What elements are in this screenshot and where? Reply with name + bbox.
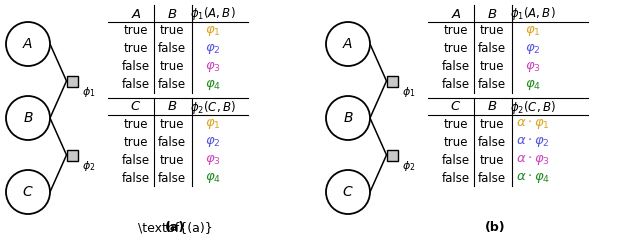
Text: true: true bbox=[480, 25, 504, 38]
Text: true: true bbox=[480, 60, 504, 73]
Text: $\phi_2(C,B)$: $\phi_2(C,B)$ bbox=[510, 98, 556, 115]
Text: $B$: $B$ bbox=[487, 101, 497, 114]
Text: false: false bbox=[442, 153, 470, 167]
Text: true: true bbox=[160, 153, 184, 167]
Text: $\varphi_4$: $\varphi_4$ bbox=[205, 78, 221, 92]
Text: true: true bbox=[160, 118, 184, 131]
Circle shape bbox=[6, 96, 50, 140]
Text: $\alpha \cdot \varphi_{4}$: $\alpha \cdot \varphi_{4}$ bbox=[516, 171, 550, 185]
Text: true: true bbox=[444, 135, 468, 148]
Text: true: true bbox=[160, 25, 184, 38]
Text: $C$: $C$ bbox=[342, 185, 354, 199]
Text: $\varphi_2$: $\varphi_2$ bbox=[205, 135, 221, 149]
Text: false: false bbox=[122, 79, 150, 92]
Text: $C$: $C$ bbox=[131, 101, 141, 114]
Text: true: true bbox=[124, 42, 148, 55]
Text: $B$: $B$ bbox=[167, 8, 177, 21]
Text: true: true bbox=[124, 118, 148, 131]
Text: $A$: $A$ bbox=[22, 37, 34, 51]
FancyBboxPatch shape bbox=[67, 76, 77, 87]
FancyBboxPatch shape bbox=[387, 76, 397, 87]
Text: $\alpha \cdot \varphi_{2}$: $\alpha \cdot \varphi_{2}$ bbox=[516, 135, 550, 149]
Text: false: false bbox=[158, 172, 186, 185]
Text: true: true bbox=[480, 118, 504, 131]
Text: $\varphi_3$: $\varphi_3$ bbox=[525, 60, 541, 74]
Text: true: true bbox=[444, 118, 468, 131]
Text: $B$: $B$ bbox=[22, 111, 33, 125]
Text: $\varphi_3$: $\varphi_3$ bbox=[205, 60, 221, 74]
Text: true: true bbox=[444, 42, 468, 55]
Text: $\varphi_2$: $\varphi_2$ bbox=[525, 42, 541, 56]
Text: false: false bbox=[122, 153, 150, 167]
Text: false: false bbox=[122, 60, 150, 73]
Text: true: true bbox=[124, 135, 148, 148]
Text: $\varphi_3$: $\varphi_3$ bbox=[205, 153, 221, 167]
Text: $\varphi_1$: $\varphi_1$ bbox=[205, 24, 221, 38]
Text: true: true bbox=[444, 25, 468, 38]
Text: \textbf{(a)}: \textbf{(a)} bbox=[138, 222, 212, 235]
Text: $\varphi_2$: $\varphi_2$ bbox=[205, 42, 221, 56]
FancyBboxPatch shape bbox=[67, 149, 77, 160]
Circle shape bbox=[6, 170, 50, 214]
Text: false: false bbox=[478, 135, 506, 148]
Text: true: true bbox=[160, 60, 184, 73]
Text: (b): (b) bbox=[484, 222, 506, 235]
Text: $B$: $B$ bbox=[487, 8, 497, 21]
Text: false: false bbox=[122, 172, 150, 185]
Text: $C$: $C$ bbox=[22, 185, 34, 199]
Text: false: false bbox=[442, 79, 470, 92]
Circle shape bbox=[326, 170, 370, 214]
Text: (a): (a) bbox=[165, 222, 185, 235]
Text: $\alpha \cdot \varphi_{1}$: $\alpha \cdot \varphi_{1}$ bbox=[516, 117, 550, 131]
Text: false: false bbox=[158, 135, 186, 148]
Text: false: false bbox=[442, 172, 470, 185]
Text: $\phi_1(A,B)$: $\phi_1(A,B)$ bbox=[190, 5, 236, 22]
Text: $A$: $A$ bbox=[451, 8, 461, 21]
Text: $\phi_2$: $\phi_2$ bbox=[402, 159, 415, 173]
Text: false: false bbox=[442, 60, 470, 73]
Text: true: true bbox=[480, 153, 504, 167]
Text: true: true bbox=[124, 25, 148, 38]
FancyBboxPatch shape bbox=[387, 149, 397, 160]
Text: $\varphi_1$: $\varphi_1$ bbox=[205, 117, 221, 131]
Text: $\varphi_4$: $\varphi_4$ bbox=[205, 171, 221, 185]
Text: $\varphi_4$: $\varphi_4$ bbox=[525, 78, 541, 92]
Text: false: false bbox=[478, 172, 506, 185]
Text: $B$: $B$ bbox=[167, 101, 177, 114]
Text: $\phi_2$: $\phi_2$ bbox=[82, 159, 95, 173]
Circle shape bbox=[6, 22, 50, 66]
Text: $A$: $A$ bbox=[131, 8, 141, 21]
Text: $B$: $B$ bbox=[342, 111, 353, 125]
Circle shape bbox=[326, 96, 370, 140]
Text: false: false bbox=[158, 42, 186, 55]
Text: $\phi_1$: $\phi_1$ bbox=[402, 85, 415, 99]
Circle shape bbox=[326, 22, 370, 66]
Text: false: false bbox=[478, 79, 506, 92]
Text: $\alpha \cdot \varphi_{3}$: $\alpha \cdot \varphi_{3}$ bbox=[516, 153, 550, 167]
Text: $A$: $A$ bbox=[342, 37, 354, 51]
Text: $\phi_1(A,B)$: $\phi_1(A,B)$ bbox=[510, 5, 556, 22]
Text: false: false bbox=[158, 79, 186, 92]
Text: $\phi_2(C,B)$: $\phi_2(C,B)$ bbox=[190, 98, 236, 115]
Text: $\varphi_1$: $\varphi_1$ bbox=[525, 24, 541, 38]
Text: $C$: $C$ bbox=[451, 101, 461, 114]
Text: false: false bbox=[478, 42, 506, 55]
Text: $\phi_1$: $\phi_1$ bbox=[82, 85, 95, 99]
